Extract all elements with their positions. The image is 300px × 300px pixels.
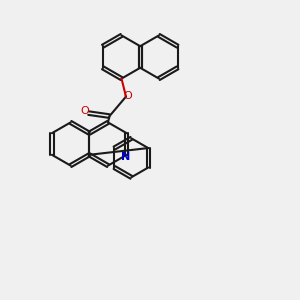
Text: O: O [80,106,89,116]
Text: N: N [121,152,130,162]
Text: O: O [123,91,132,101]
